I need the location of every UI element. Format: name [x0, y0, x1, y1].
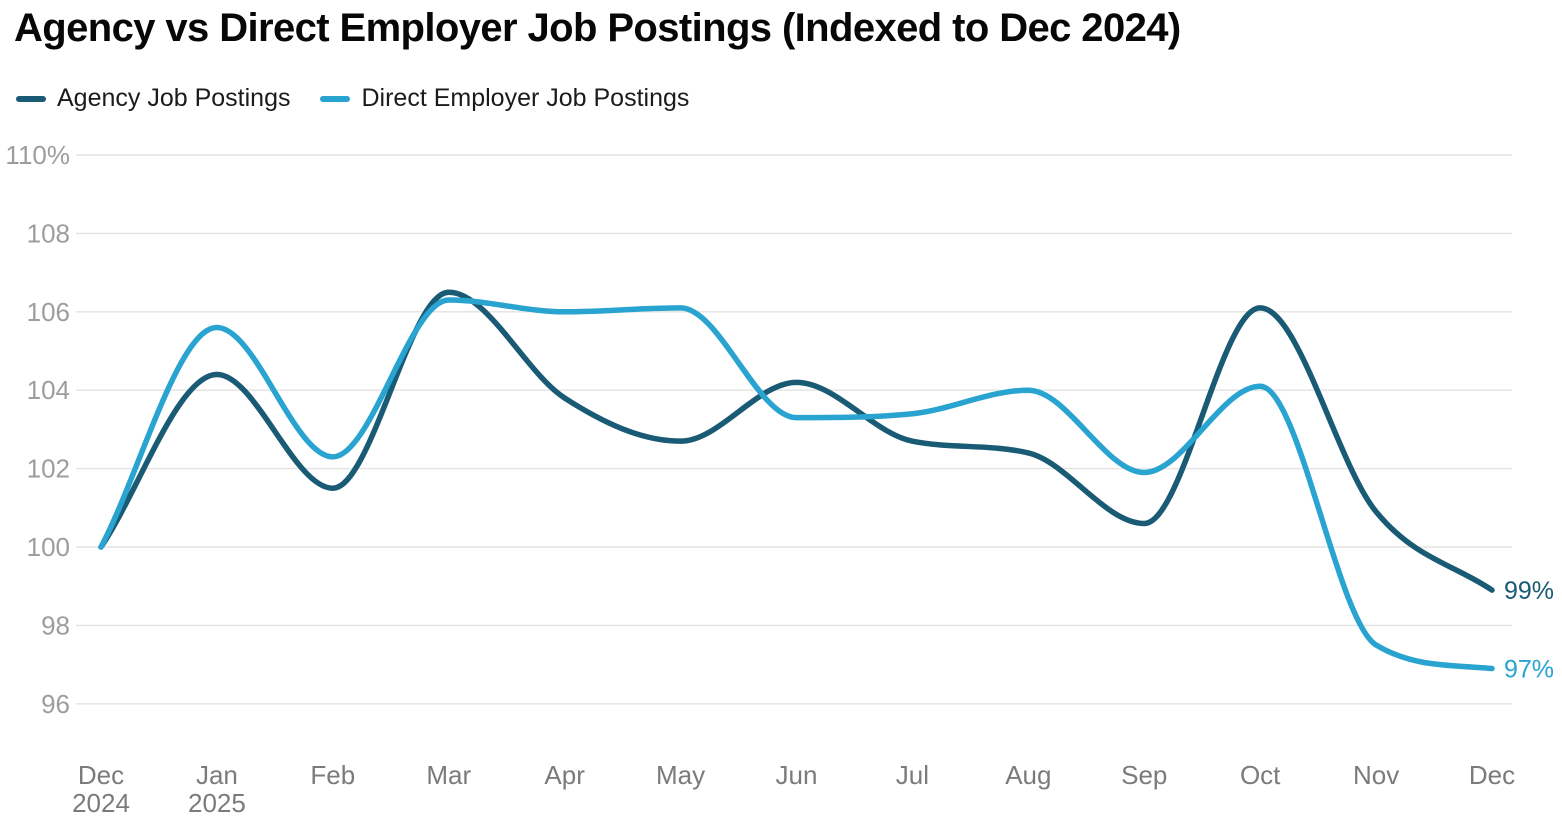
x-axis-tick-label: Oct — [1240, 760, 1281, 790]
y-axis-tick-label: 98 — [41, 610, 70, 640]
y-axis-tick-label: 96 — [41, 689, 70, 719]
y-axis-tick-label: 110% — [5, 140, 70, 170]
x-axis-tick-label: Nov — [1353, 760, 1399, 790]
x-axis-tick-label: May — [656, 760, 705, 790]
agency-line-swatch — [16, 95, 46, 102]
legend-item-direct-employer[interactable]: Direct Employer Job Postings — [320, 84, 689, 113]
direct-employer-line — [98, 297, 1495, 672]
y-axis-tick-label: 108 — [27, 218, 70, 248]
legend-label-agency: Agency Job Postings — [57, 84, 291, 112]
x-axis-tick-label: Sep — [1121, 760, 1167, 790]
direct-employer-line-end-label: 97% — [1504, 656, 1554, 684]
agency-line — [98, 289, 1495, 593]
x-axis-tick-label: Mar — [426, 760, 471, 790]
legend-label-direct-employer: Direct Employer Job Postings — [361, 84, 690, 112]
x-axis-tick-label: Aug — [1005, 760, 1051, 790]
x-axis-tick-label: Feb — [310, 760, 355, 790]
x-axis-tick-label: Dec 2024 — [72, 760, 130, 818]
x-axis-tick-label: Dec — [1469, 760, 1515, 790]
x-axis-tick-label: Jan 2025 — [188, 760, 246, 818]
y-axis-tick-label: 100 — [27, 532, 70, 562]
y-axis-tick-label: 104 — [27, 375, 70, 405]
y-axis-tick-label: 102 — [27, 454, 70, 484]
legend-item-agency[interactable]: Agency Job Postings — [16, 84, 290, 113]
x-axis-tick-label: Jul — [896, 760, 929, 790]
agency-line-end-label: 99% — [1504, 577, 1554, 605]
chart-title: Agency vs Direct Employer Job Postings (… — [14, 6, 1181, 50]
direct-employer-line-swatch — [320, 95, 351, 102]
x-axis-tick-label: Jun — [776, 760, 818, 790]
x-axis-tick-label: Apr — [544, 760, 585, 790]
y-axis-tick-label: 106 — [27, 297, 70, 327]
legend: Agency Job Postings Direct Employer Job … — [16, 84, 689, 113]
